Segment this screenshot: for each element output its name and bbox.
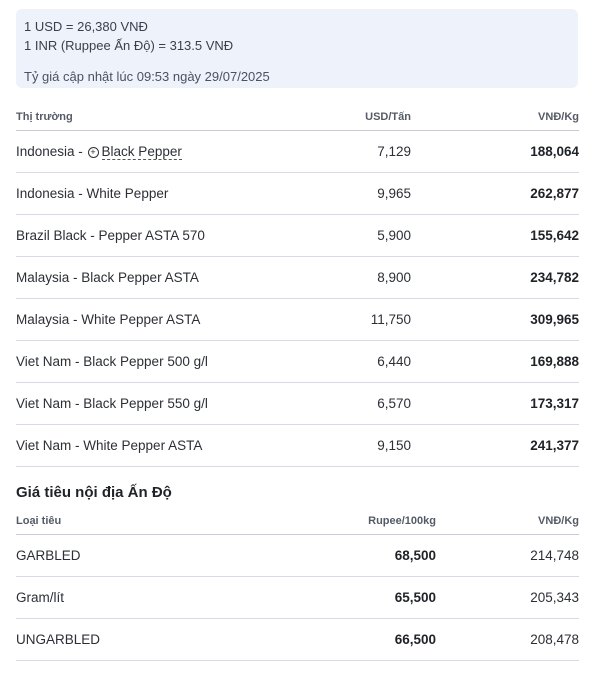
usd-rate: 1 USD = 26,380 VNĐ: [24, 19, 148, 34]
usd-value: 6,570: [306, 382, 411, 425]
market-name: Viet Nam - Black Pepper 550 g/l: [16, 382, 306, 425]
vnd-value: 173,317: [411, 382, 579, 425]
table-row: Brazil Black - Pepper ASTA 570 5,900 155…: [16, 214, 579, 257]
table-row: Gram/lít 65,500 205,343: [16, 576, 579, 619]
exchange-rate-box: 1 USD = 26,380 VNĐ 1 INR (Ruppee Ấn Độ) …: [16, 9, 578, 88]
usd-value: 8,900: [306, 256, 411, 299]
table-row: Viet Nam - Black Pepper 550 g/l 6,570 17…: [16, 382, 579, 425]
table-header-row: Thị trường USD/Tấn VNĐ/Kg: [16, 104, 579, 131]
vnd-value: 208,478: [436, 618, 579, 661]
vnd-value: 205,343: [436, 576, 579, 619]
market-name: Indonesia - + Black Pepper: [16, 130, 306, 173]
vnd-value: 262,877: [411, 172, 579, 215]
market-name: Malaysia - White Pepper ASTA: [16, 298, 306, 341]
pepper-type: UNGARBLED: [16, 618, 316, 661]
market-name: Malaysia - Black Pepper ASTA: [16, 256, 306, 299]
header-rupee-per-100kg: Rupee/100kg: [316, 508, 436, 535]
table-row: Viet Nam - Black Pepper 500 g/l 6,440 16…: [16, 340, 579, 383]
vnd-value: 214,748: [436, 534, 579, 577]
usd-value: 6,440: [306, 340, 411, 383]
header-vnd-per-kg: VNĐ/Kg: [411, 104, 579, 131]
table-header-row: Loại tiêu Rupee/100kg VNĐ/Kg: [16, 508, 579, 535]
market-prefix: Indonesia -: [16, 144, 87, 159]
market-price-table: Thị trường USD/Tấn VNĐ/Kg Indonesia - + B…: [16, 104, 579, 467]
inr-rate: 1 INR (Ruppee Ấn Độ) = 313.5 VNĐ: [24, 38, 234, 53]
usd-value: 9,150: [306, 424, 411, 467]
rate-updated-time: Tỷ giá cập nhật lúc 09:53 ngày 29/07/202…: [24, 69, 270, 84]
plus-circle-icon: +: [87, 147, 99, 158]
india-section-title: Giá tiêu nội địa Ấn Độ: [16, 484, 172, 501]
header-usd-per-ton: USD/Tấn: [306, 104, 411, 131]
usd-value: 11,750: [306, 298, 411, 341]
vnd-value: 234,782: [411, 256, 579, 299]
rupee-value: 65,500: [316, 576, 436, 619]
market-name: Indonesia - White Pepper: [16, 172, 306, 215]
pepper-type: Gram/lít: [16, 576, 316, 619]
market-name: Viet Nam - Black Pepper 500 g/l: [16, 340, 306, 383]
table-row: Viet Nam - White Pepper ASTA 9,150 241,3…: [16, 424, 579, 467]
vnd-value: 169,888: [411, 340, 579, 383]
header-pepper-type: Loại tiêu: [16, 508, 316, 535]
table-row: Indonesia - White Pepper 9,965 262,877: [16, 172, 579, 215]
usd-value: 9,965: [306, 172, 411, 215]
table-row: GARBLED 68,500 214,748: [16, 534, 579, 577]
header-vnd-per-kg: VNĐ/Kg: [436, 508, 579, 535]
table-row: Malaysia - White Pepper ASTA 11,750 309,…: [16, 298, 579, 341]
table-row: Indonesia - + Black Pepper 7,129 188,064: [16, 130, 579, 173]
rupee-value: 66,500: [316, 618, 436, 661]
table-row: Malaysia - Black Pepper ASTA 8,900 234,7…: [16, 256, 579, 299]
vnd-value: 309,965: [411, 298, 579, 341]
usd-value: 7,129: [306, 130, 411, 173]
header-market: Thị trường: [16, 104, 306, 131]
pepper-type: GARBLED: [16, 534, 316, 577]
usd-value: 5,900: [306, 214, 411, 257]
vnd-value: 155,642: [411, 214, 579, 257]
india-price-table: Loại tiêu Rupee/100kg VNĐ/Kg GARBLED 68,…: [16, 508, 579, 661]
rupee-value: 68,500: [316, 534, 436, 577]
table-row: UNGARBLED 66,500 208,478: [16, 618, 579, 661]
market-name: Brazil Black - Pepper ASTA 570: [16, 214, 306, 257]
black-pepper-link[interactable]: Black Pepper: [101, 144, 182, 160]
market-name: Viet Nam - White Pepper ASTA: [16, 424, 306, 467]
vnd-value: 188,064: [411, 130, 579, 173]
vnd-value: 241,377: [411, 424, 579, 467]
